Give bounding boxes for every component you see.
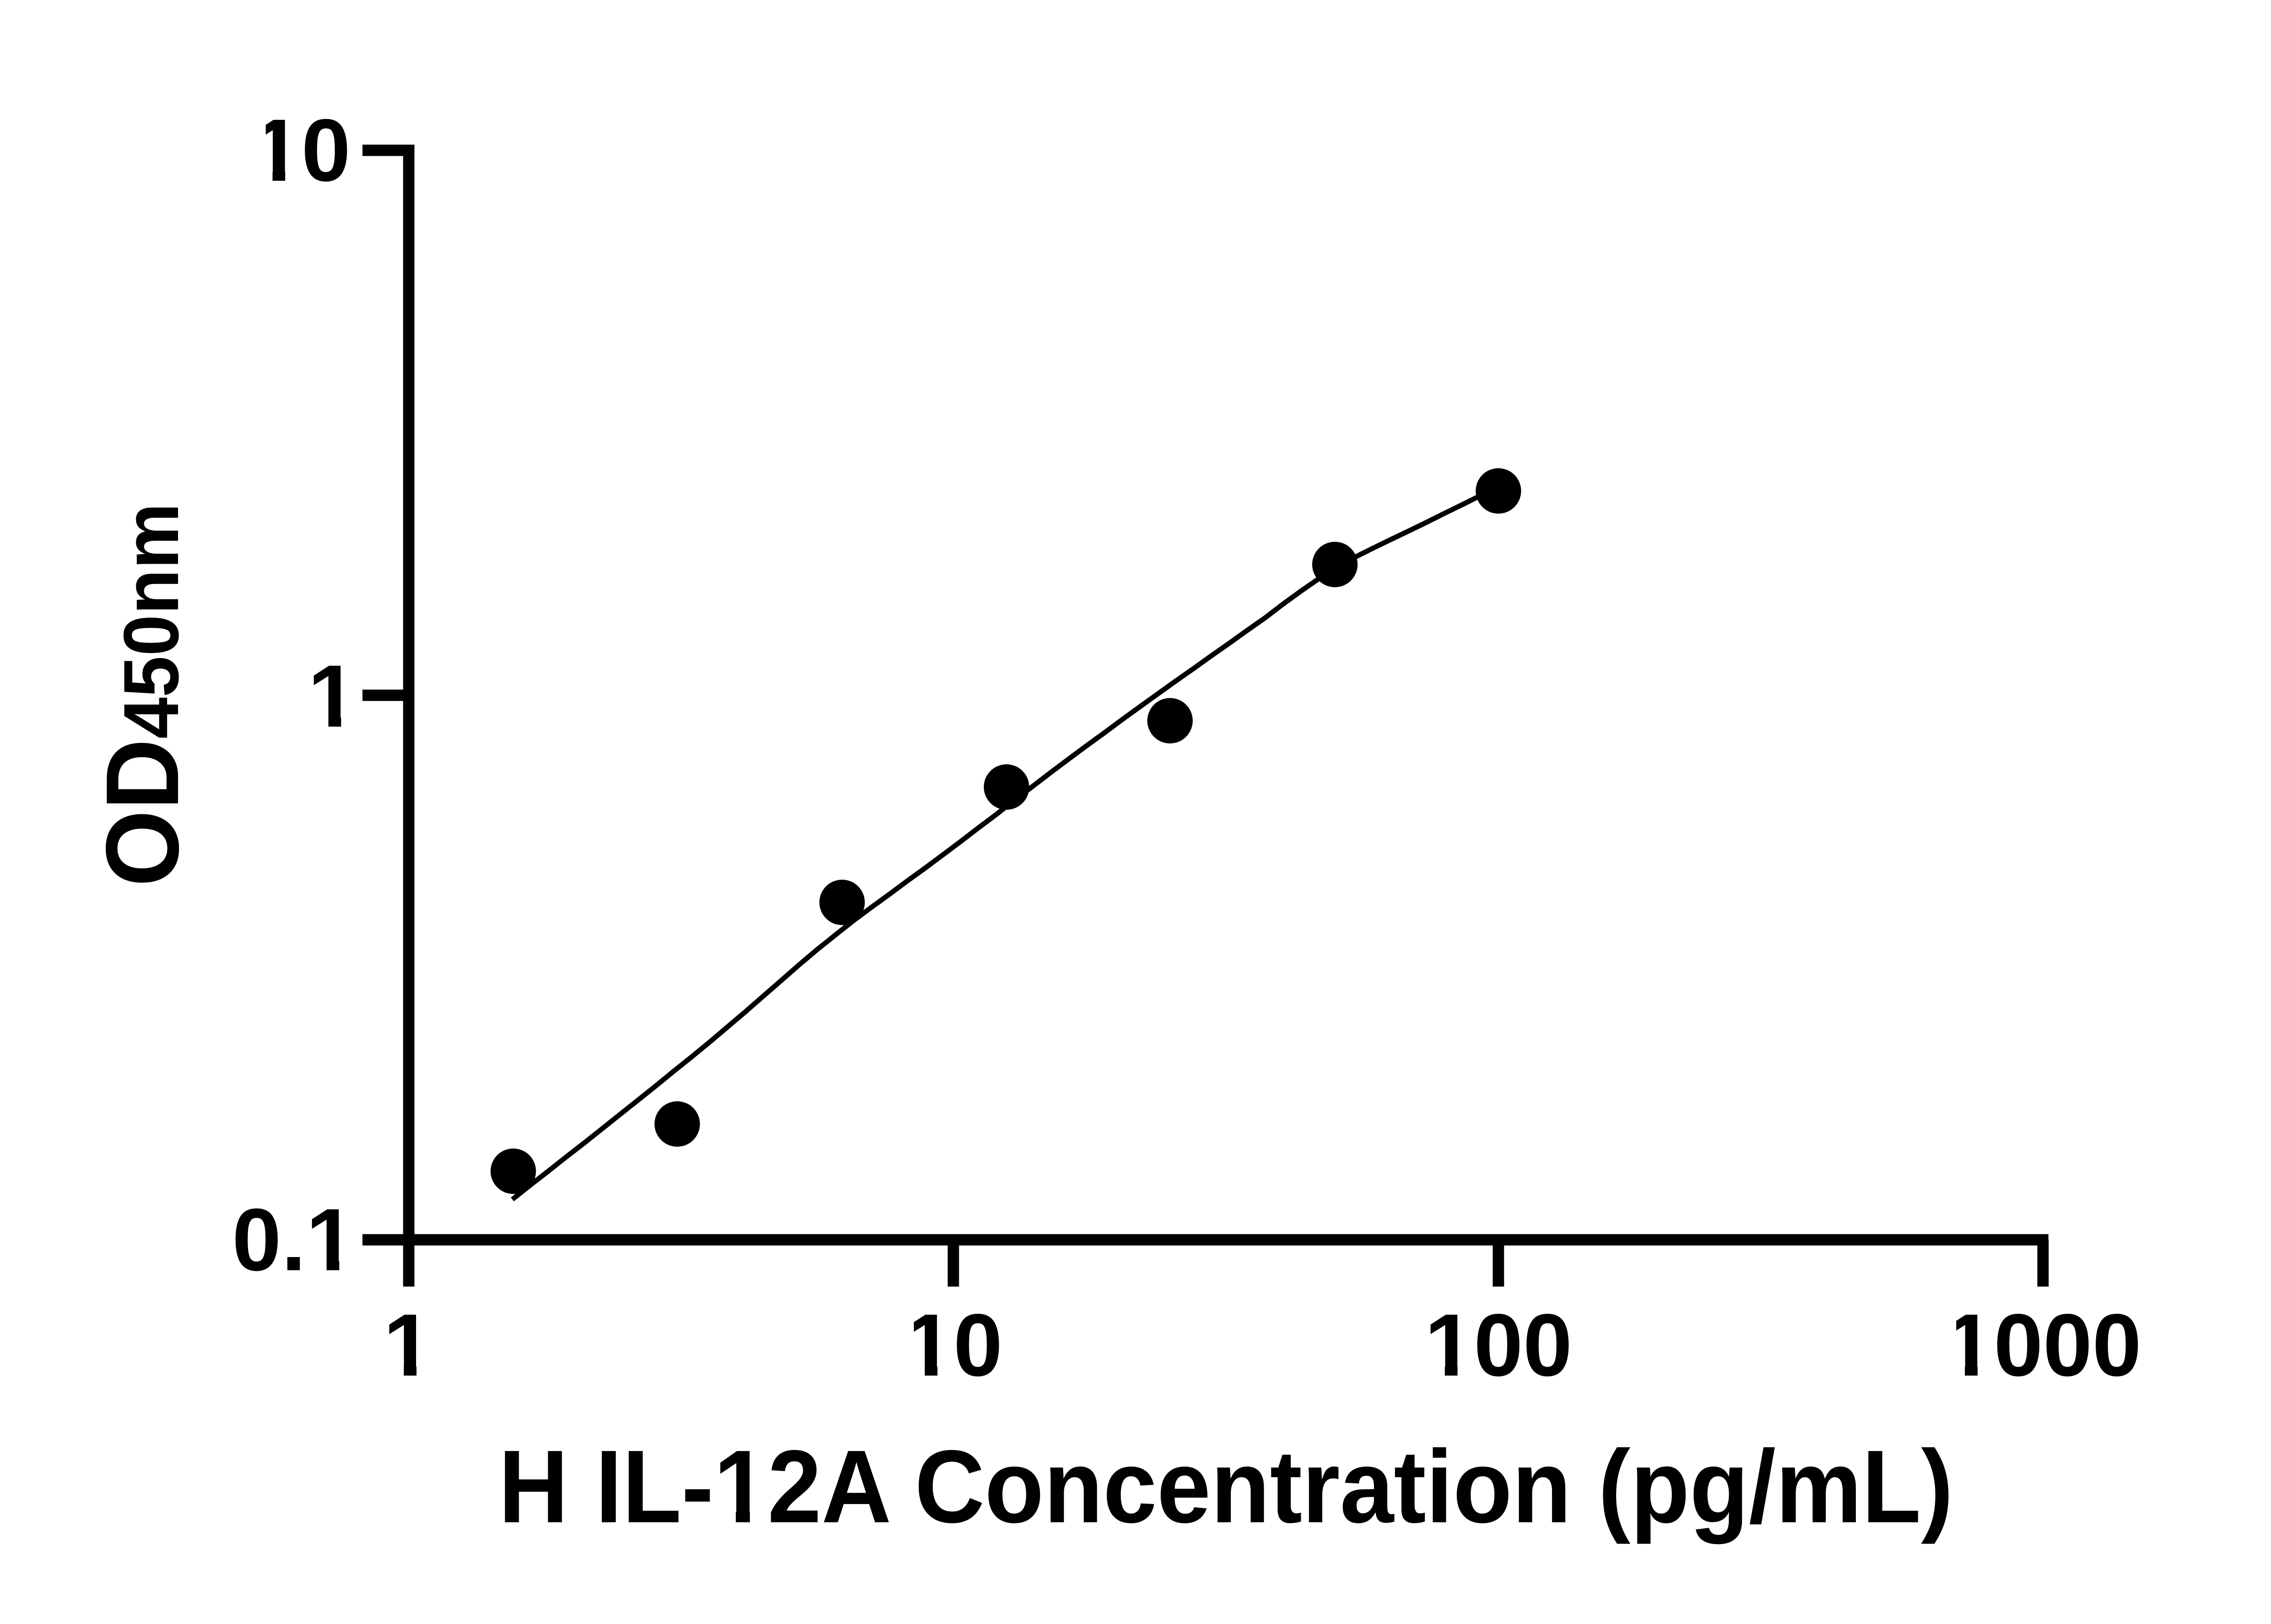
svg-text:H IL-12A Concentration (pg/mL): H IL-12A Concentration (pg/mL)	[499, 1429, 1954, 1545]
svg-text:OD450nm: OD450nm	[85, 503, 200, 887]
svg-text:10: 10	[252, 101, 351, 200]
svg-text:1000: 1000	[1944, 1296, 2142, 1395]
svg-text:10: 10	[904, 1296, 1003, 1395]
svg-text:100: 100	[1424, 1296, 1572, 1395]
svg-text:1: 1	[308, 647, 357, 746]
svg-text:1: 1	[383, 1296, 432, 1395]
svg-text:0.1: 0.1	[232, 1190, 355, 1289]
